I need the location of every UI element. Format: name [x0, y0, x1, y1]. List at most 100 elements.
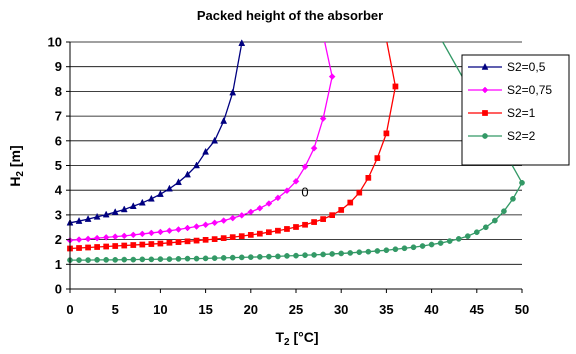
data-point — [148, 230, 154, 236]
data-point — [212, 137, 218, 143]
data-point — [194, 256, 199, 261]
data-point — [266, 230, 271, 235]
x-axis-title: T2 [°C] — [275, 329, 318, 348]
data-point — [366, 249, 371, 254]
data-point — [393, 84, 398, 89]
data-point — [239, 255, 244, 260]
data-point — [221, 236, 226, 241]
data-point — [85, 236, 91, 242]
y-tick-label: 9 — [55, 59, 62, 74]
data-point — [239, 234, 244, 239]
data-point — [76, 237, 82, 243]
grid — [70, 42, 522, 264]
data-point — [104, 244, 109, 249]
data-point — [230, 235, 235, 240]
data-point — [339, 251, 344, 256]
data-point — [257, 205, 263, 211]
data-point — [339, 207, 344, 212]
data-point — [230, 89, 236, 95]
data-point — [384, 248, 389, 253]
data-point — [321, 216, 326, 221]
data-point — [176, 239, 181, 244]
data-point — [348, 200, 353, 205]
y-tick-label: 8 — [55, 84, 62, 99]
data-point — [501, 209, 506, 214]
data-point — [321, 252, 326, 257]
data-point — [420, 243, 425, 248]
x-tick-label: 25 — [289, 302, 303, 317]
data-point — [266, 201, 272, 207]
data-point — [203, 237, 208, 242]
data-point — [212, 256, 217, 261]
y-ticks: 0 1 2 3 4 5 6 7 8 9 10 — [48, 35, 70, 297]
data-point — [248, 255, 253, 260]
data-point — [167, 257, 172, 262]
data-point — [122, 257, 127, 262]
annotation-label: 0 — [301, 184, 308, 199]
data-point — [94, 235, 100, 241]
data-point — [157, 229, 163, 235]
data-point — [239, 212, 245, 218]
data-point — [167, 240, 172, 245]
data-point — [348, 250, 353, 255]
data-point — [185, 225, 191, 231]
data-point — [402, 246, 407, 251]
data-point — [492, 218, 497, 223]
data-point — [311, 219, 316, 224]
data-point — [302, 164, 308, 170]
x-ticks: 0 5 10 15 20 25 30 35 40 45 50 — [66, 289, 529, 317]
data-point — [85, 245, 90, 250]
data-point — [411, 245, 416, 250]
data-point — [85, 258, 90, 263]
data-point — [302, 253, 307, 258]
legend-label: S2=0,5 — [507, 60, 546, 74]
data-point — [130, 232, 136, 238]
data-point — [302, 222, 307, 227]
data-point — [366, 175, 371, 180]
legend-label: S2=1 — [507, 106, 536, 120]
data-point — [221, 255, 226, 260]
data-point — [311, 145, 317, 151]
series-0 — [67, 40, 245, 226]
data-point — [158, 257, 163, 262]
data-point — [122, 243, 127, 248]
data-point — [175, 226, 181, 232]
legend-swatch-marker — [482, 133, 487, 138]
data-point — [257, 231, 262, 236]
data-point — [221, 218, 227, 224]
x-tick-label: 15 — [198, 302, 212, 317]
data-point — [375, 155, 380, 160]
data-point — [76, 245, 81, 250]
y-tick-label: 4 — [55, 183, 63, 198]
data-point — [212, 220, 218, 226]
data-point — [131, 242, 136, 247]
x-tick-label: 35 — [379, 302, 393, 317]
data-point — [149, 241, 154, 246]
data-point — [266, 254, 271, 259]
data-point — [112, 234, 118, 240]
data-point — [483, 225, 488, 230]
legend-label: S2=2 — [507, 129, 536, 143]
data-point — [330, 213, 335, 218]
data-point — [185, 256, 190, 261]
y-tick-label: 5 — [55, 158, 62, 173]
data-point — [330, 251, 335, 256]
annotations: 0 — [301, 184, 308, 199]
data-point — [474, 230, 479, 235]
data-point — [393, 247, 398, 252]
data-point — [230, 215, 236, 221]
y-tick-label: 7 — [55, 109, 62, 124]
data-point — [140, 242, 145, 247]
data-point — [221, 118, 227, 124]
data-point — [194, 224, 200, 230]
data-point — [447, 238, 452, 243]
data-point — [149, 257, 154, 262]
data-point — [185, 239, 190, 244]
data-point — [384, 131, 389, 136]
data-point — [510, 196, 515, 201]
data-point — [95, 257, 100, 262]
data-point — [131, 257, 136, 262]
y-tick-label: 1 — [55, 257, 62, 272]
data-point — [157, 191, 163, 197]
data-point — [456, 236, 461, 241]
